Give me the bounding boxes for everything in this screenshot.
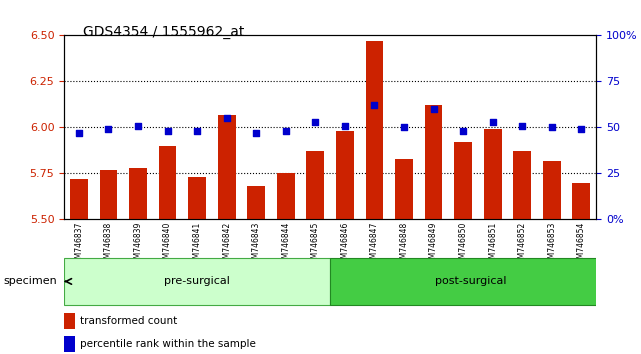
Text: pre-surgical: pre-surgical	[164, 276, 230, 286]
Bar	[306, 152, 324, 219]
Point	[517, 123, 528, 129]
Bar	[247, 186, 265, 219]
Text: GSM746850: GSM746850	[458, 221, 468, 268]
Bar	[129, 168, 147, 219]
Text: GSM746839: GSM746839	[133, 221, 142, 268]
Bar	[365, 41, 383, 219]
Text: GSM746840: GSM746840	[163, 221, 172, 268]
Point	[251, 130, 262, 136]
Bar	[218, 115, 235, 219]
Bar	[159, 146, 176, 219]
Text: GSM746837: GSM746837	[74, 221, 83, 268]
Point	[399, 125, 409, 130]
Text: GSM746847: GSM746847	[370, 221, 379, 268]
Point	[103, 126, 113, 132]
Point	[576, 126, 587, 132]
Bar	[395, 159, 413, 219]
Bar	[64, 313, 75, 329]
Bar	[336, 131, 354, 219]
Point	[428, 106, 438, 112]
Text: GSM746841: GSM746841	[192, 221, 202, 268]
Bar	[484, 129, 501, 219]
Bar	[572, 183, 590, 219]
Point	[133, 123, 143, 129]
Point	[74, 130, 84, 136]
Text: GSM746838: GSM746838	[104, 221, 113, 268]
Text: GSM746848: GSM746848	[399, 221, 408, 268]
Text: GSM746849: GSM746849	[429, 221, 438, 268]
Bar	[454, 142, 472, 219]
Text: GDS4354 / 1555962_at: GDS4354 / 1555962_at	[83, 25, 245, 39]
Text: GSM746853: GSM746853	[547, 221, 556, 268]
Text: GSM746844: GSM746844	[281, 221, 290, 268]
Bar	[543, 161, 561, 219]
Point	[281, 128, 291, 134]
Text: GSM746846: GSM746846	[340, 221, 349, 268]
Bar	[277, 173, 295, 219]
Text: GSM746852: GSM746852	[518, 221, 527, 268]
Bar	[99, 170, 117, 219]
Text: post-surgical: post-surgical	[435, 276, 506, 286]
Point	[369, 103, 379, 108]
Bar	[425, 105, 442, 219]
Bar	[64, 336, 75, 352]
Text: GSM746854: GSM746854	[577, 221, 586, 268]
Point	[458, 128, 468, 134]
Text: GSM746842: GSM746842	[222, 221, 231, 268]
Bar	[188, 177, 206, 219]
FancyBboxPatch shape	[330, 258, 611, 305]
Point	[162, 128, 172, 134]
Point	[340, 123, 350, 129]
Text: percentile rank within the sample: percentile rank within the sample	[80, 339, 256, 349]
Text: specimen: specimen	[3, 276, 57, 286]
Point	[222, 115, 232, 121]
Text: GSM746851: GSM746851	[488, 221, 497, 268]
Bar	[70, 179, 88, 219]
Point	[310, 119, 320, 125]
Point	[488, 119, 498, 125]
Text: GSM746845: GSM746845	[311, 221, 320, 268]
Text: transformed count: transformed count	[80, 316, 178, 326]
Text: GSM746843: GSM746843	[252, 221, 261, 268]
Point	[192, 128, 203, 134]
Point	[547, 125, 557, 130]
Bar	[513, 152, 531, 219]
FancyBboxPatch shape	[64, 258, 330, 305]
